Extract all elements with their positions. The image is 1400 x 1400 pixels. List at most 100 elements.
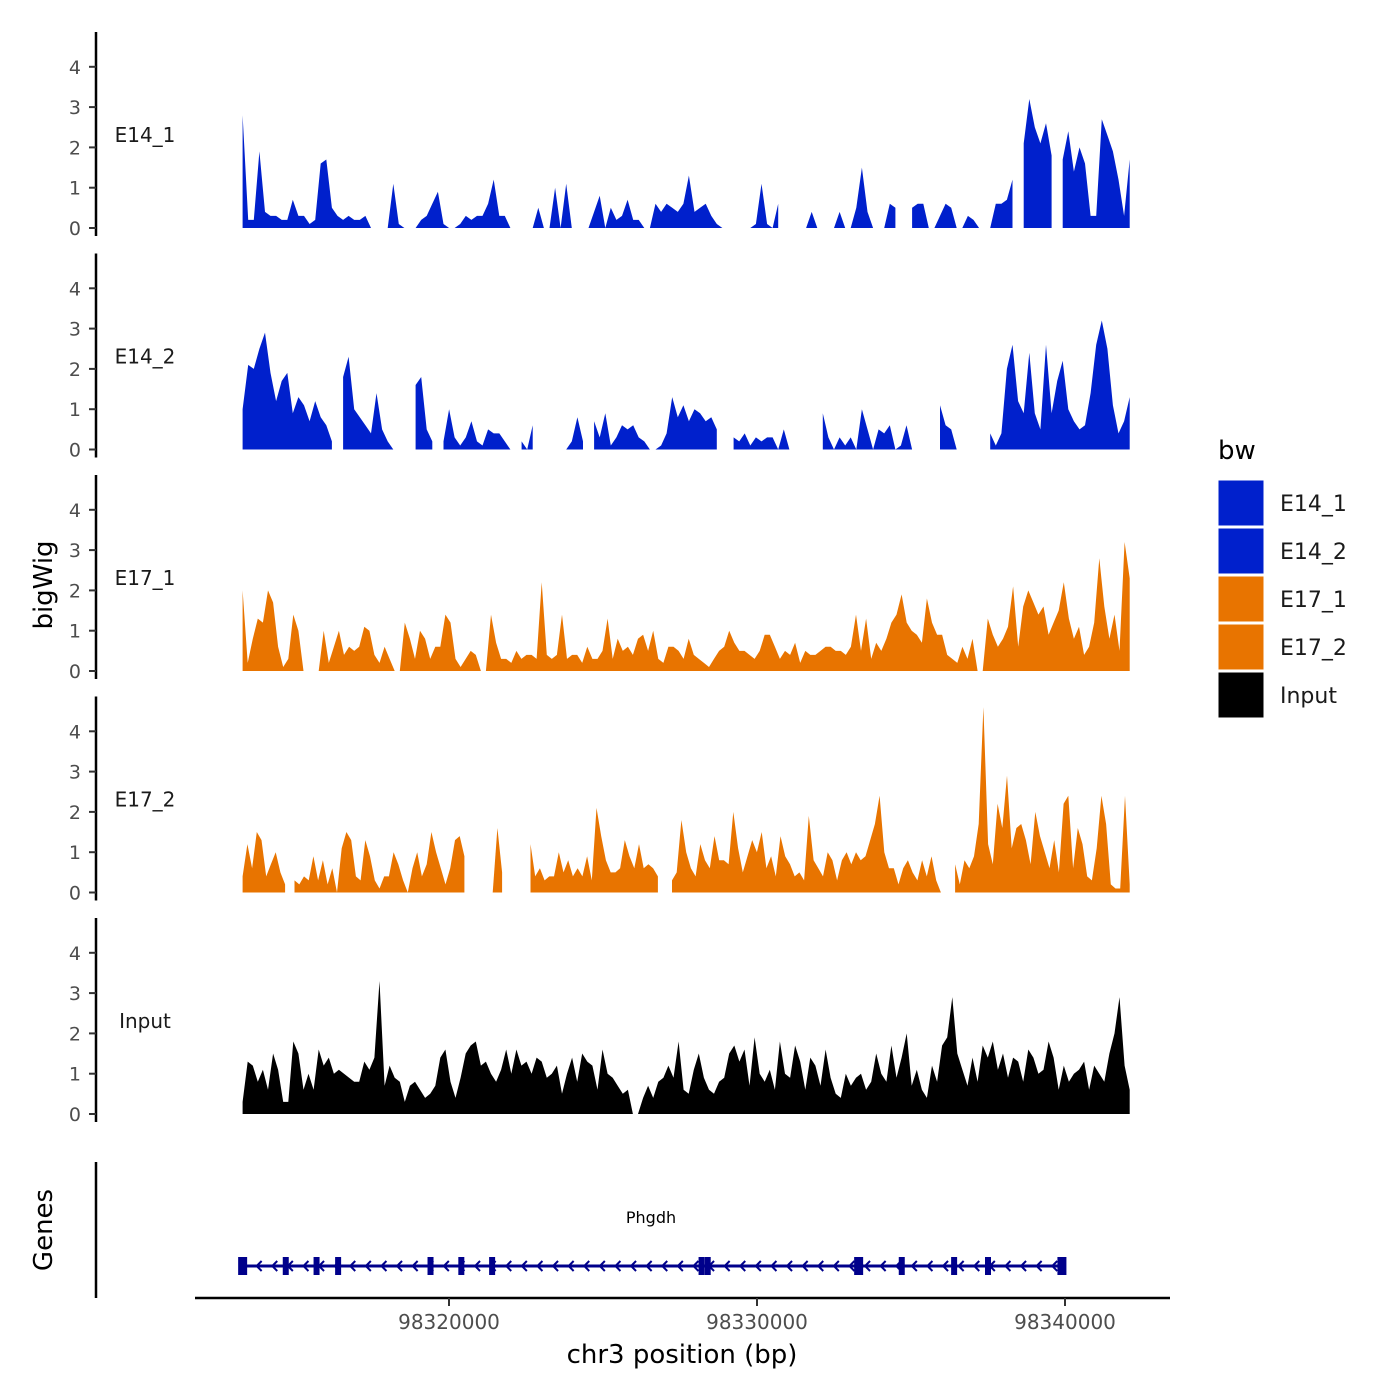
strand-arrow xyxy=(504,1260,512,1272)
strand-arrow xyxy=(364,1260,372,1272)
strand-arrow xyxy=(926,1260,934,1272)
legend-swatch xyxy=(1217,671,1265,719)
y-tick-label: 0 xyxy=(69,1104,81,1126)
y-tick-label: 4 xyxy=(69,500,81,522)
exon xyxy=(458,1257,465,1275)
signal-area xyxy=(822,409,924,450)
genes-track: Genes Phgdh xyxy=(29,1162,1067,1298)
signal-area xyxy=(521,425,533,450)
strand-arrow xyxy=(582,1260,590,1272)
signal-area xyxy=(242,332,332,450)
track-e14-1: 0 1 2 3 4 E14_1 xyxy=(69,32,1130,240)
strand-arrow xyxy=(692,1260,700,1272)
x-tick-label: 98320000 xyxy=(398,1310,500,1334)
legend-title: bw xyxy=(1218,436,1256,466)
exon xyxy=(985,1257,991,1275)
strand-arrow xyxy=(629,1260,637,1272)
y-tick-label: 3 xyxy=(69,97,81,119)
exon xyxy=(698,1257,705,1275)
signal-area xyxy=(594,397,717,450)
signal-area xyxy=(1062,119,1130,228)
signal-area xyxy=(566,417,583,450)
signal-area xyxy=(415,377,433,450)
strand-arrow xyxy=(348,1260,356,1272)
x-axis: 98320000 98340000 98330000 chr3 position (… xyxy=(195,1296,1170,1370)
legend-label: E14_2 xyxy=(1280,540,1347,565)
exon xyxy=(898,1257,905,1275)
signal-area xyxy=(733,429,795,450)
exon xyxy=(854,1257,864,1275)
strand-arrow xyxy=(567,1260,575,1272)
track-label: E14_1 xyxy=(115,123,176,147)
exon xyxy=(1057,1257,1067,1275)
signal-area xyxy=(1023,99,1052,228)
y-tick-label: 1 xyxy=(69,178,81,200)
signal-area xyxy=(387,179,522,228)
track-label: E17_1 xyxy=(115,566,176,590)
exon xyxy=(282,1257,289,1275)
y-tick-label: 1 xyxy=(69,1064,81,1086)
track-e14-2: 0 1 2 3 4 E14_2 xyxy=(69,253,1130,462)
legend-swatch xyxy=(1217,527,1265,575)
signal-area xyxy=(242,590,304,671)
signal-area xyxy=(834,167,896,228)
strand-arrow xyxy=(879,1260,887,1272)
exon xyxy=(951,1257,958,1275)
track-label: E14_2 xyxy=(115,345,176,369)
y-tick-label: 3 xyxy=(69,319,81,341)
strand-arrow xyxy=(1004,1260,1012,1272)
strand-arrow xyxy=(910,1260,918,1272)
legend-label: E14_1 xyxy=(1280,492,1347,517)
strand-arrow xyxy=(660,1260,668,1272)
signal-area xyxy=(530,807,658,893)
signal-tracks: 0 1 2 3 4 E14_1 0 1 2 3 4 E14_2 0 1 2 3 4 E17_1 0 1 2 3 4 E17_2… xyxy=(69,32,1130,1126)
strand-arrow xyxy=(380,1260,388,1272)
signal-area xyxy=(492,828,503,893)
y-tick-label: 0 xyxy=(69,883,81,905)
exon xyxy=(238,1257,248,1275)
strand-arrow xyxy=(941,1260,949,1272)
y-tick-label: 2 xyxy=(69,359,81,381)
y-tick-label: 2 xyxy=(69,1023,81,1045)
y-tick-label: 4 xyxy=(69,943,81,965)
signal-area xyxy=(242,115,377,228)
legend-swatch xyxy=(1217,479,1265,527)
track-input: 0 1 2 3 4 Input xyxy=(69,918,1130,1126)
track-e17-2: 0 1 2 3 4 E17_2 xyxy=(69,696,1130,905)
strand-arrow xyxy=(614,1260,622,1272)
strand-arrow xyxy=(551,1260,559,1272)
legend-label: Input xyxy=(1280,684,1337,709)
legend-items: E14_1 E14_2 E17_1 E17_2 Input xyxy=(1217,479,1347,719)
legend-swatch xyxy=(1217,575,1265,623)
strand-arrow xyxy=(1050,1260,1058,1272)
y-tick-label: 4 xyxy=(69,57,81,79)
strand-arrow xyxy=(770,1260,778,1272)
y-tick-label: 0 xyxy=(69,661,81,683)
signal-area xyxy=(912,179,1013,228)
track-e17-1: 0 1 2 3 4 E17_1 xyxy=(69,475,1130,683)
strand-arrow xyxy=(863,1260,871,1272)
y-tick-label: 4 xyxy=(69,278,81,300)
strand-arrow xyxy=(972,1260,980,1272)
signal-area xyxy=(318,542,1130,671)
genes-track-label: Genes xyxy=(29,1189,59,1271)
strand-arrow xyxy=(723,1260,731,1272)
signal-area xyxy=(955,707,1130,893)
signal-area xyxy=(242,832,286,893)
gene-name-label: Phgdh xyxy=(626,1208,676,1227)
strand-arrow xyxy=(645,1260,653,1272)
y-axis-title: bigWig xyxy=(29,540,59,629)
y-tick-label: 4 xyxy=(69,721,81,743)
strand-arrow xyxy=(255,1260,263,1272)
strand-arrow xyxy=(395,1260,403,1272)
y-tick-label: 0 xyxy=(69,218,81,240)
y-tick-label: 2 xyxy=(69,802,81,824)
y-tick-label: 1 xyxy=(69,621,81,643)
y-tick-label: 1 xyxy=(69,842,81,864)
legend-swatch xyxy=(1217,623,1265,671)
gene-model xyxy=(238,1257,1067,1275)
x-tick-label: 98340000 xyxy=(1014,1310,1116,1334)
signal-area xyxy=(343,356,399,450)
strand-arrow xyxy=(957,1260,965,1272)
